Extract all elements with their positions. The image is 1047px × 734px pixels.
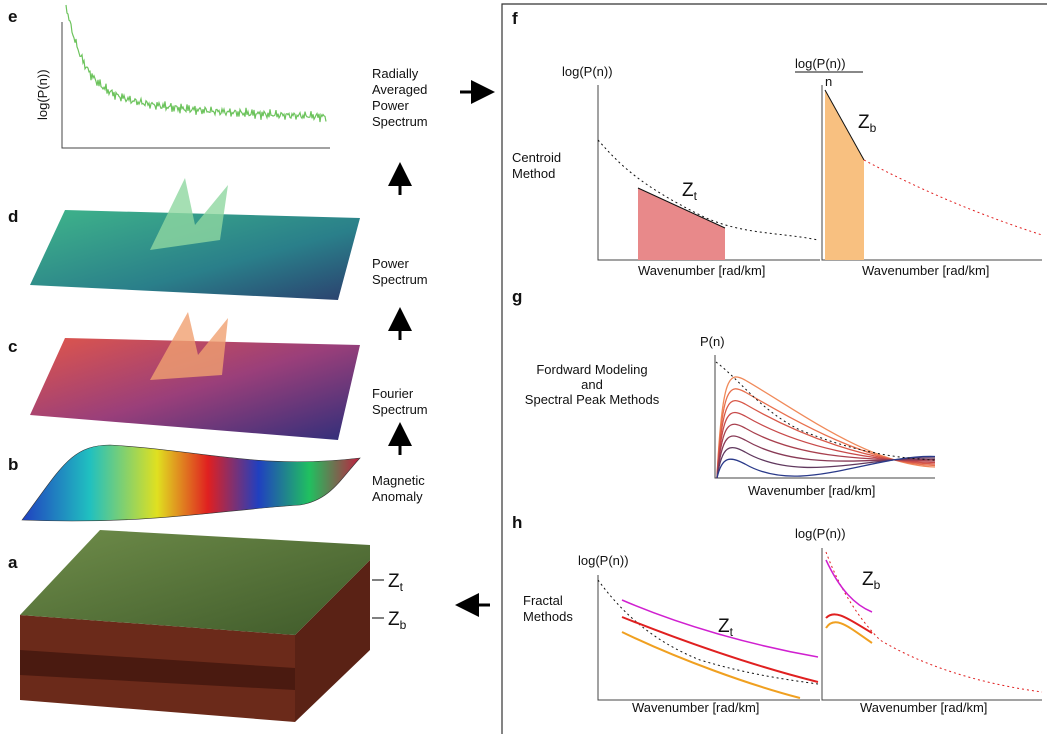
axis-label: Wavenumber [rad/km] — [860, 700, 987, 715]
depth-label: Zt — [682, 180, 698, 203]
panel-letter: d — [8, 207, 18, 226]
caption: Power — [372, 256, 410, 271]
model-curve — [717, 412, 935, 478]
figure: e log(P(n)) Radially Averaged Power Spec… — [0, 0, 1047, 734]
axis-label: log(P(n)) — [578, 553, 629, 568]
axis-label: Wavenumber [rad/km] — [748, 483, 875, 498]
panel-letter: b — [8, 455, 18, 474]
caption: Spectrum — [372, 402, 428, 417]
axis-label: log(P(n)) — [795, 526, 846, 541]
model-curve — [717, 424, 935, 478]
method-label: Method — [512, 166, 555, 181]
depth-label: Zb — [858, 112, 877, 135]
axis-label: log(P(n)) — [562, 64, 613, 79]
axis-label: log(P(n)) — [795, 56, 846, 71]
axis-label: n — [825, 74, 832, 89]
axis-label: log(P(n)) — [35, 69, 50, 120]
caption: Spectrum — [372, 114, 428, 129]
model-curve — [717, 389, 935, 478]
panel-letter: h — [512, 513, 522, 532]
panel-letter: a — [8, 553, 18, 572]
panel-letter: e — [8, 7, 17, 26]
caption: Spectrum — [372, 272, 428, 287]
caption: Power — [372, 98, 410, 113]
spectrum-line — [66, 5, 326, 122]
axis-label: Wavenumber [rad/km] — [638, 263, 765, 278]
model-curve — [717, 377, 935, 478]
fit-line — [826, 622, 872, 643]
caption: Magnetic — [372, 473, 425, 488]
model-curves — [717, 377, 935, 478]
method-label: and — [581, 377, 603, 392]
caption: Averaged — [372, 82, 427, 97]
axis — [822, 548, 1042, 700]
method-label: Spectral Peak Methods — [525, 392, 660, 407]
dotted-curve — [864, 160, 1042, 235]
method-label: Centroid — [512, 150, 561, 165]
method-label: Fractal — [523, 593, 563, 608]
method-label: Fordward Modeling — [536, 362, 647, 377]
anomaly-surface — [22, 445, 360, 521]
caption: Fourier — [372, 386, 414, 401]
axis-label: Wavenumber [rad/km] — [632, 700, 759, 715]
depth-label: Zb — [388, 609, 407, 632]
depth-label: Zb — [862, 569, 881, 592]
axis-label: P(n) — [700, 334, 725, 349]
dotted-curve — [716, 362, 935, 460]
surface — [30, 210, 360, 300]
axis — [62, 22, 330, 148]
fit-line — [622, 632, 800, 698]
dotted-curve — [826, 552, 1042, 692]
caption: Anomaly — [372, 489, 423, 504]
caption: Radially — [372, 66, 419, 81]
panel-letter: g — [512, 287, 522, 306]
method-label: Methods — [523, 609, 573, 624]
axis-label: Wavenumber [rad/km] — [862, 263, 989, 278]
panel-letter: f — [512, 9, 518, 28]
depth-label: Zt — [388, 571, 404, 594]
panel-letter: c — [8, 337, 17, 356]
depth-label: Zt — [718, 616, 734, 639]
